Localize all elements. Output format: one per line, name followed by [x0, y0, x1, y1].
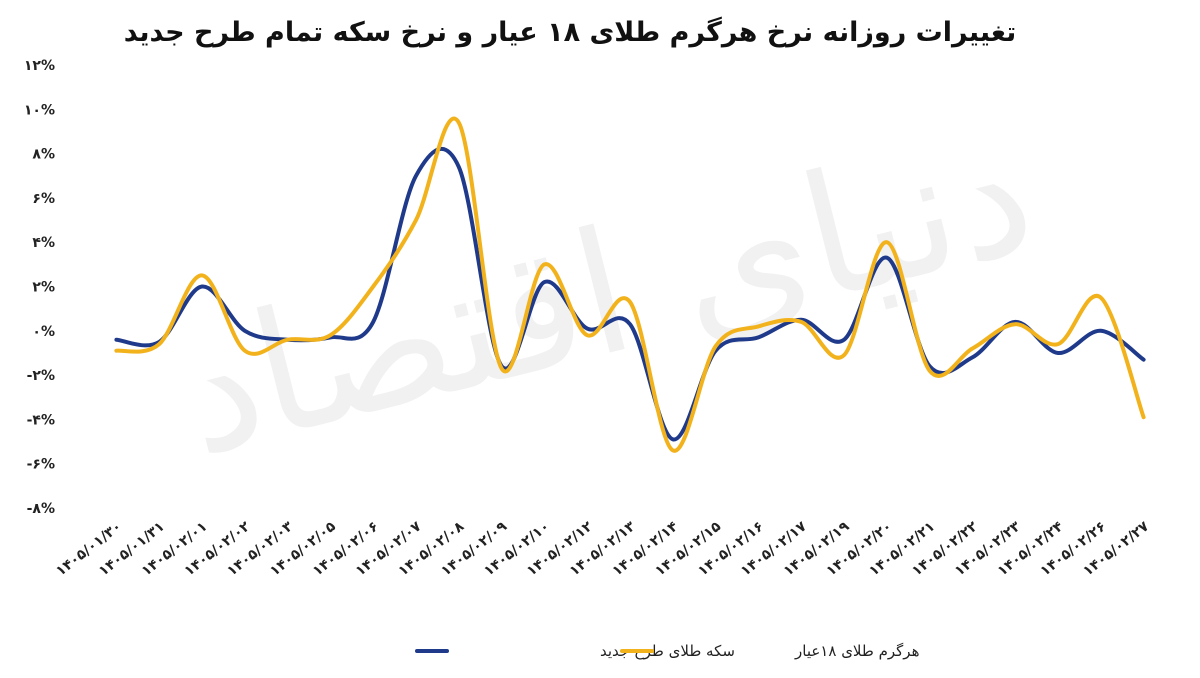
y-tick-label: ۲% — [32, 280, 55, 296]
y-tick-label: ۱۰% — [24, 102, 55, 118]
y-axis: ۱۲% ۱۰% ۸% ۶% ۴% ۲% ۰% -۲% -۴% -۶% -۸% — [24, 58, 55, 517]
y-tick-label: ۶% — [32, 191, 55, 207]
x-axis: ۱۴۰۵/۰۱/۳۰۱۴۰۵/۰۱/۳۱۱۴۰۵/۰۲/۰۱۱۴۰۵/۰۲/۰۲… — [53, 518, 1152, 579]
y-tick-label: ۴% — [32, 235, 55, 251]
legend-label-coin: سکه طلای طرح جدید — [600, 642, 735, 660]
chart-title: تغییرات روزانه نرخ هرگرم طلای ۱۸ عیار و … — [124, 16, 1017, 48]
y-tick-label: -۲% — [27, 368, 55, 384]
plot-area — [114, 116, 1146, 453]
legend-label-gold: هرگرم طلای ۱۸عیار — [794, 642, 920, 660]
y-tick-label: -۴% — [27, 412, 55, 428]
watermark-logo: دنیای اقتصاد — [161, 93, 1051, 495]
y-tick-label: ۱۲% — [24, 58, 55, 74]
series-line-gold — [114, 116, 1146, 453]
legend: سکه طلای طرح جدید هرگرم طلای ۱۸عیار — [415, 642, 920, 660]
y-tick-label: ۰% — [32, 324, 55, 340]
y-tick-label: -۶% — [27, 457, 55, 473]
y-tick-label: ۸% — [32, 147, 55, 163]
y-tick-label: -۸% — [27, 501, 55, 517]
